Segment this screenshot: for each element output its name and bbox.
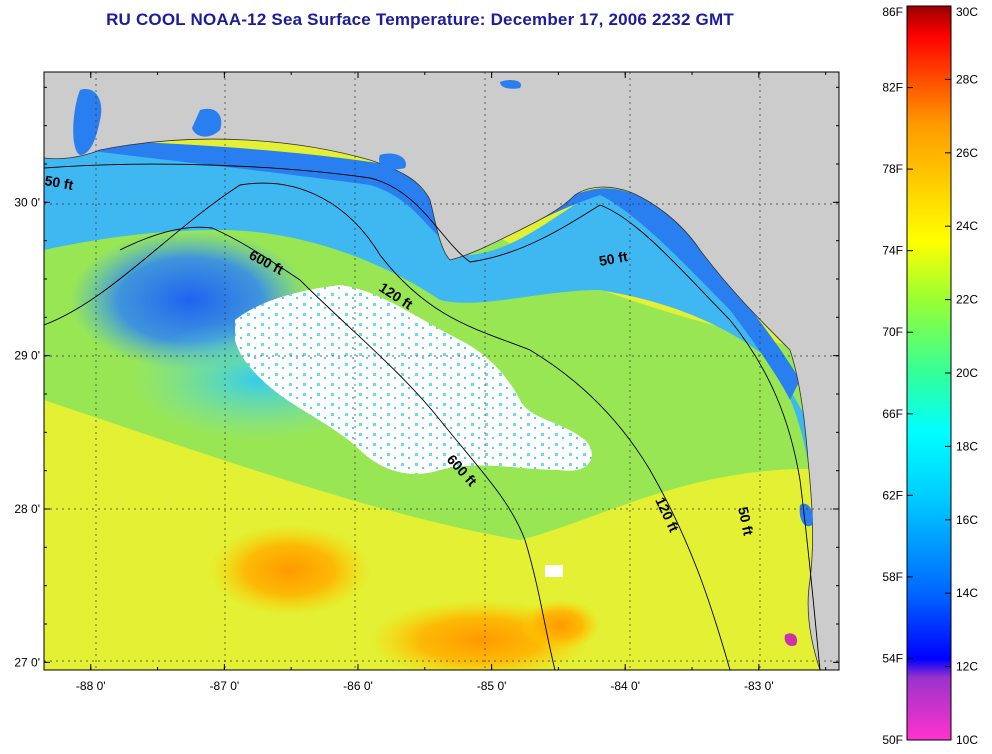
colorbar-f-label-7: 58F [882,570,903,584]
colorbar-c-label-5: 20C [956,366,978,380]
x-tick-label-3: -85 0' [477,679,507,693]
colorbar-c-label-9: 12C [956,660,978,674]
bay-inlet-1 [192,108,222,137]
land-mass [44,72,839,670]
axis-ticks [44,72,839,670]
colorbar-c-label-3: 24C [956,219,978,233]
y-tick-label-1: 28 0' [14,502,40,516]
x-tick-label-0: -88 0' [76,679,106,693]
colorbar-celsius-labels: 30C 28C 26C 24C 22C 20C 18C 16C 14C 12C 10C [945,5,978,747]
colorbar-f-label-3: 74F [882,244,903,258]
cloud-cover [235,285,592,474]
colorbar-f-label-1: 82F [882,81,903,95]
colorbar-c-label-2: 26C [956,146,978,160]
colorbar-f-label-0: 86F [882,5,903,19]
map-frame [43,71,840,671]
bay-inlet-2 [379,153,406,170]
colorbar-ramp [906,5,952,741]
colorbar-c-label-6: 18C [956,439,978,453]
shelf-cold-water [44,140,800,400]
contour-label-1: 50 ft [43,172,74,193]
contour-label-7: 50 ft [735,505,757,537]
contour-50ft [44,163,821,670]
x-tick-label-5: -83 0' [744,679,774,693]
colorbar-f-label-4: 70F [882,325,903,339]
bay-inlet-3 [500,80,521,89]
y-tick-label-2: 29 0' [14,349,40,363]
y-axis-labels: 27 0' 28 0' 29 0' 30 0' [14,195,40,669]
contour-label-4: 50 ft [598,248,629,269]
x-axis-labels: -88 0' -87 0' -86 0' -85 0' -84 0' -83 0' [76,679,774,693]
x-tick-label-2: -86 0' [343,679,373,693]
bay-inlet-4 [799,503,813,527]
colorbar-f-label-9: 50F [882,733,903,747]
y-tick-label-3: 30 0' [14,195,40,209]
mobile-bay [73,89,102,155]
x-tick-label-4: -84 0' [610,679,640,693]
colorbar-c-label-8: 14C [956,586,978,600]
colorbar-c-label-7: 16C [956,513,978,527]
colorbar-f-label-6: 62F [882,488,903,502]
graticule [44,72,839,670]
x-tick-label-1: -87 0' [210,679,240,693]
y-tick-label-0: 27 0' [14,655,40,669]
bay-inlet-5 [784,633,798,646]
colorbar-c-label-0: 30C [956,5,978,19]
colorbar-f-label-5: 66F [882,407,903,421]
colorbar-c-label-1: 28C [956,72,978,86]
colorbar-f-label-8: 54F [882,651,903,665]
colorbar-f-label-2: 78F [882,162,903,176]
contour-120ft [44,182,731,670]
warm-patch-3 [520,600,600,650]
map-title: RU COOL NOAA-12 Sea Surface Temperature:… [106,10,734,29]
colorbar-c-label-4: 22C [956,293,978,307]
coastal-cool-water [44,145,839,670]
cloud-specks [545,565,563,577]
contour-600ft [119,226,556,670]
colorbar-fahrenheit-labels: 86F 82F 78F 74F 70F 66F 62F 58F 54F 50F [882,5,913,747]
colorbar-c-label-10: 10C [956,733,978,747]
warm-patch-1 [210,525,370,615]
